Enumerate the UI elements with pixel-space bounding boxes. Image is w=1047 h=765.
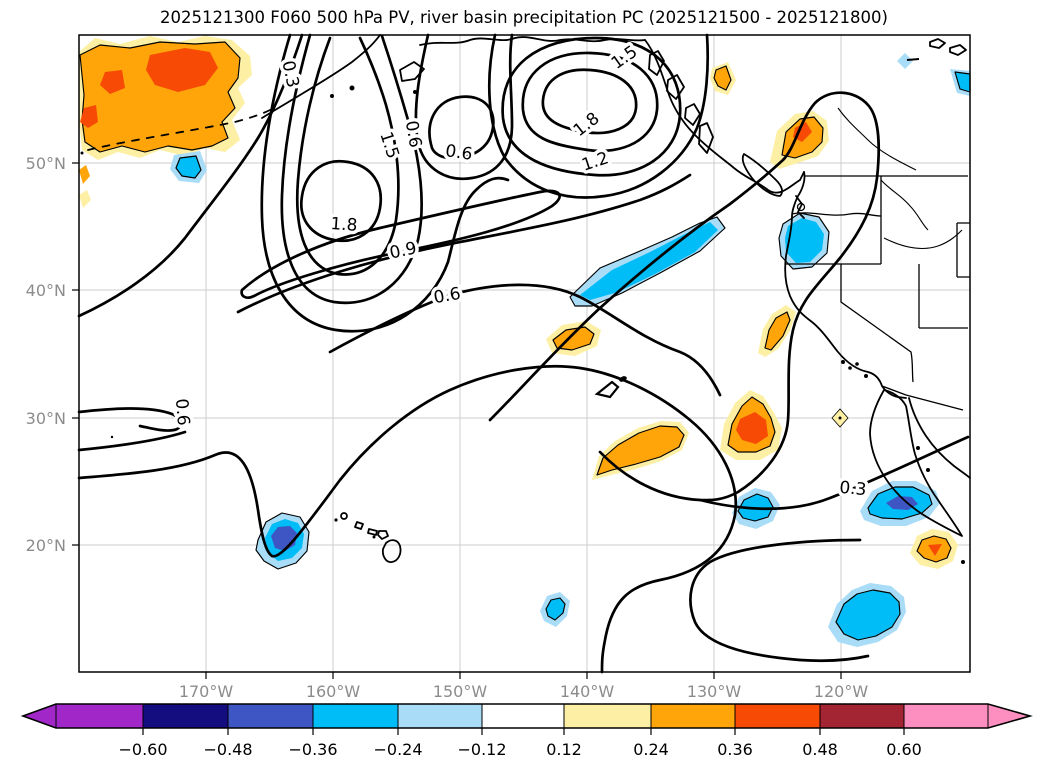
xtick-150w: 150°W <box>433 682 488 701</box>
colorbar-labels: −0.60 −0.48 −0.36 −0.24 −0.12 0.12 0.24 … <box>118 740 921 759</box>
figure-title: 2025121300 F060 500 hPa PV, river basin … <box>160 8 888 27</box>
colorbar-outline <box>20 703 1033 729</box>
precip-shading <box>79 36 971 647</box>
colorbar-arrow-right <box>988 704 1030 728</box>
contour-label-0.9: 0.9 <box>388 238 419 263</box>
shade-positive-seak <box>713 65 732 91</box>
axis-ticks <box>72 162 842 679</box>
colorbar-seg <box>56 704 143 728</box>
colorbar-seg <box>398 704 482 728</box>
xtick-120w: 120°W <box>814 682 869 701</box>
cbar-label: −0.60 <box>118 740 167 759</box>
colorbar-ticks <box>142 728 905 735</box>
colorbar-seg <box>313 704 398 728</box>
vancouver-island <box>741 153 783 197</box>
contour-label-1.8-e: 1.8 <box>570 109 604 141</box>
contour-label-1.2: 1.2 <box>579 148 611 175</box>
cbar-label: −0.36 <box>288 740 337 759</box>
contour-label-0.6-saddle-w: 0.6 <box>401 119 425 149</box>
colorbar-seg <box>651 704 735 728</box>
x-axis: 170°W 160°W 150°W 140°W 130°W 120°W <box>179 682 869 701</box>
baja-california <box>869 389 963 537</box>
contour-label-0.3-se: 0.3 <box>839 478 868 500</box>
cbar-label: −0.24 <box>373 740 422 759</box>
contour-label-1.5-e: 1.5 <box>608 42 642 74</box>
big-island <box>381 539 402 563</box>
ytick-40n: 40°N <box>26 281 66 300</box>
cbar-label: 0.24 <box>633 740 669 759</box>
contour-label-0.3-nw: 0.3 <box>277 59 302 90</box>
cbar-label: 0.60 <box>886 740 922 759</box>
colorbar-seg <box>904 704 988 728</box>
xtick-170w: 170°W <box>179 682 234 701</box>
colorbar-seg <box>143 704 228 728</box>
y-axis: 50°N 40°N 30°N 20°N <box>26 154 66 555</box>
shade-negative-aleutian <box>175 155 202 179</box>
cbar-label: 0.12 <box>546 740 582 759</box>
colorbar-seg <box>228 704 313 728</box>
pv-0p6-main <box>77 364 738 674</box>
ytick-30n: 30°N <box>26 409 66 428</box>
contour-label-0.6-saddle: 0.6 <box>444 141 474 165</box>
ytick-50n: 50°N <box>26 154 66 173</box>
bc-coast <box>644 39 805 194</box>
haida-gwaii <box>698 122 714 154</box>
aleutian-islands <box>87 109 271 151</box>
colorbar-seg <box>564 704 651 728</box>
xtick-160w: 160°W <box>306 682 361 701</box>
xtick-140w: 140°W <box>560 682 615 701</box>
gulf-of-california-east <box>908 397 971 479</box>
colorbar-arrow-left <box>23 704 56 728</box>
shade-negative-oregon <box>785 218 824 263</box>
river-line <box>837 107 917 171</box>
contour-label-0.6-left: 0.6 <box>171 398 193 427</box>
colorbar-seg <box>820 704 904 728</box>
map-frame <box>78 34 971 673</box>
colorbar-seg <box>735 704 820 728</box>
colorbar-seg <box>482 704 564 728</box>
shade-positive-bering-core <box>146 48 218 92</box>
gridlines <box>79 35 970 672</box>
pv-0p3-loop <box>598 91 881 502</box>
shade-negative-nepac <box>580 222 718 300</box>
cbar-label: 0.36 <box>717 740 753 759</box>
shade-negative-diamond <box>897 53 913 69</box>
cbar-label: −0.48 <box>203 740 252 759</box>
cbar-label: 0.48 <box>802 740 838 759</box>
lake-outline <box>929 38 946 49</box>
shade-negative-south <box>835 589 901 641</box>
pv-contours <box>77 33 970 674</box>
shade-positive-fish <box>596 425 685 476</box>
colorbar: −0.60 −0.48 −0.36 −0.24 −0.12 0.12 0.24 … <box>20 703 1033 759</box>
contour-label-1.8-w: 1.8 <box>330 214 358 236</box>
ytick-20n: 20°N <box>26 536 66 555</box>
pv-diag <box>488 202 732 422</box>
pv-0p3-nw <box>77 33 304 318</box>
cbar-label: −0.12 <box>457 740 506 759</box>
xtick-130w: 130°W <box>687 682 742 701</box>
contour-label-0.6-mid: 0.6 <box>432 284 462 308</box>
contour-label-1.5-w: 1.5 <box>375 129 402 161</box>
hawaiian-islands <box>334 512 402 563</box>
us-west-coast <box>784 171 907 399</box>
